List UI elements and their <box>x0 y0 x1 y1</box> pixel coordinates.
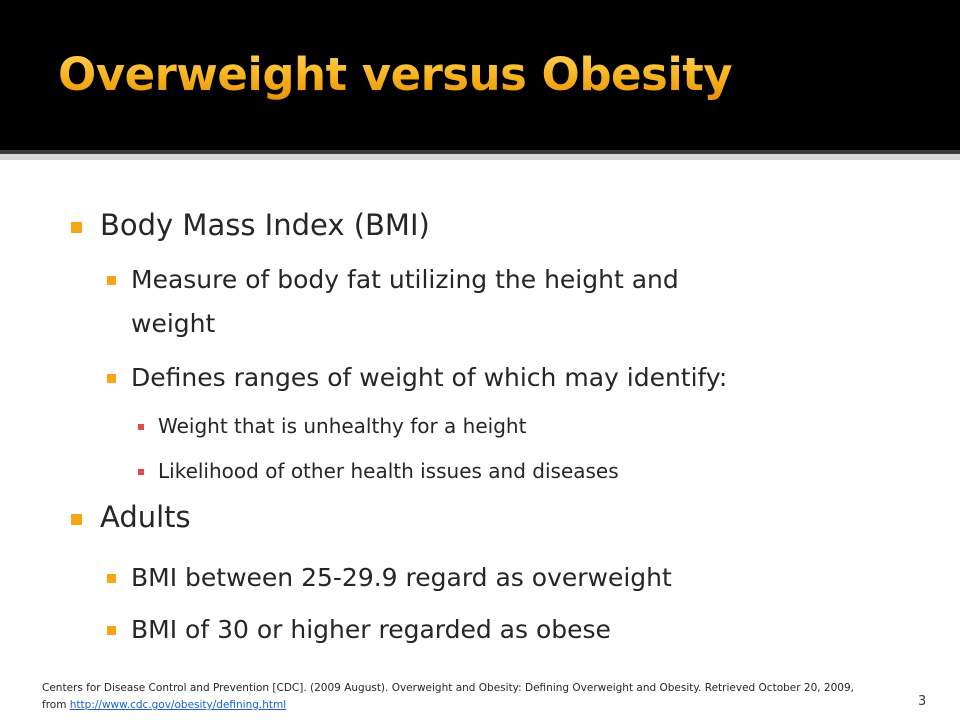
citation-line: Centers for Disease Control and Preventi… <box>42 682 854 694</box>
bullet-level2: Defines ranges of weight of which may id… <box>131 363 728 392</box>
square-bullet-icon <box>107 626 116 635</box>
bullet-level1: Body Mass Index (BMI) <box>100 208 430 242</box>
title-bar: Overweight versus Obesity <box>0 0 960 150</box>
square-bullet-icon <box>107 276 116 285</box>
bullet-level2: BMI between 25-29.9 regard as overweight <box>131 563 672 592</box>
square-bullet-icon <box>71 514 82 525</box>
citation-line: from http://www.cdc.gov/obesity/defining… <box>42 697 854 714</box>
bullet-level2-continuation: weight <box>131 309 216 338</box>
bullet-level3: Likelihood of other health issues and di… <box>158 459 619 483</box>
square-bullet-icon <box>138 424 144 430</box>
square-bullet-icon <box>107 374 116 383</box>
bullet-level1: Adults <box>100 500 191 534</box>
square-bullet-icon <box>71 222 82 233</box>
citation-prefix: from <box>42 699 70 711</box>
title-divider-dark <box>0 150 960 154</box>
square-bullet-icon <box>107 574 116 583</box>
bullet-level3: Weight that is unhealthy for a height <box>158 414 527 438</box>
slide-title: Overweight versus Obesity <box>58 48 733 101</box>
bullet-level2: Measure of body fat utilizing the height… <box>131 265 679 294</box>
slide-number: 3 <box>918 694 927 709</box>
bullet-level2: BMI of 30 or higher regarded as obese <box>131 615 611 644</box>
title-divider-light <box>0 154 960 160</box>
citation-link[interactable]: http://www.cdc.gov/obesity/defining.html <box>69 699 287 711</box>
citation: Centers for Disease Control and Preventi… <box>42 680 854 714</box>
square-bullet-icon <box>138 469 144 475</box>
